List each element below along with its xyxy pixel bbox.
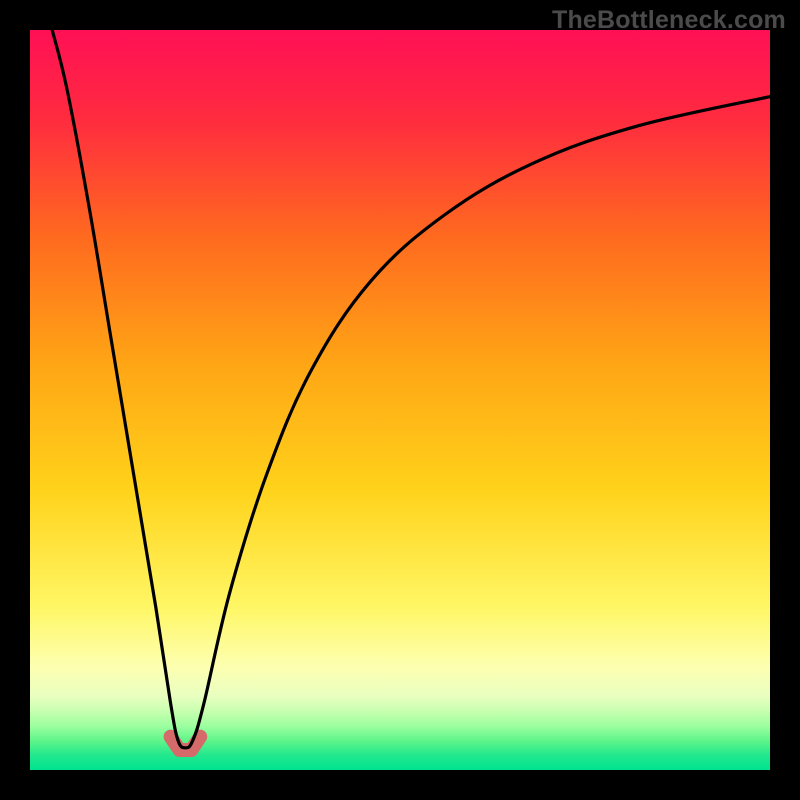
- bottleneck-curve: [52, 30, 770, 748]
- curve-layer: [30, 30, 770, 770]
- watermark-text: TheBottleneck.com: [552, 6, 786, 35]
- plot-area: [30, 30, 770, 770]
- chart-frame: TheBottleneck.com: [0, 0, 800, 800]
